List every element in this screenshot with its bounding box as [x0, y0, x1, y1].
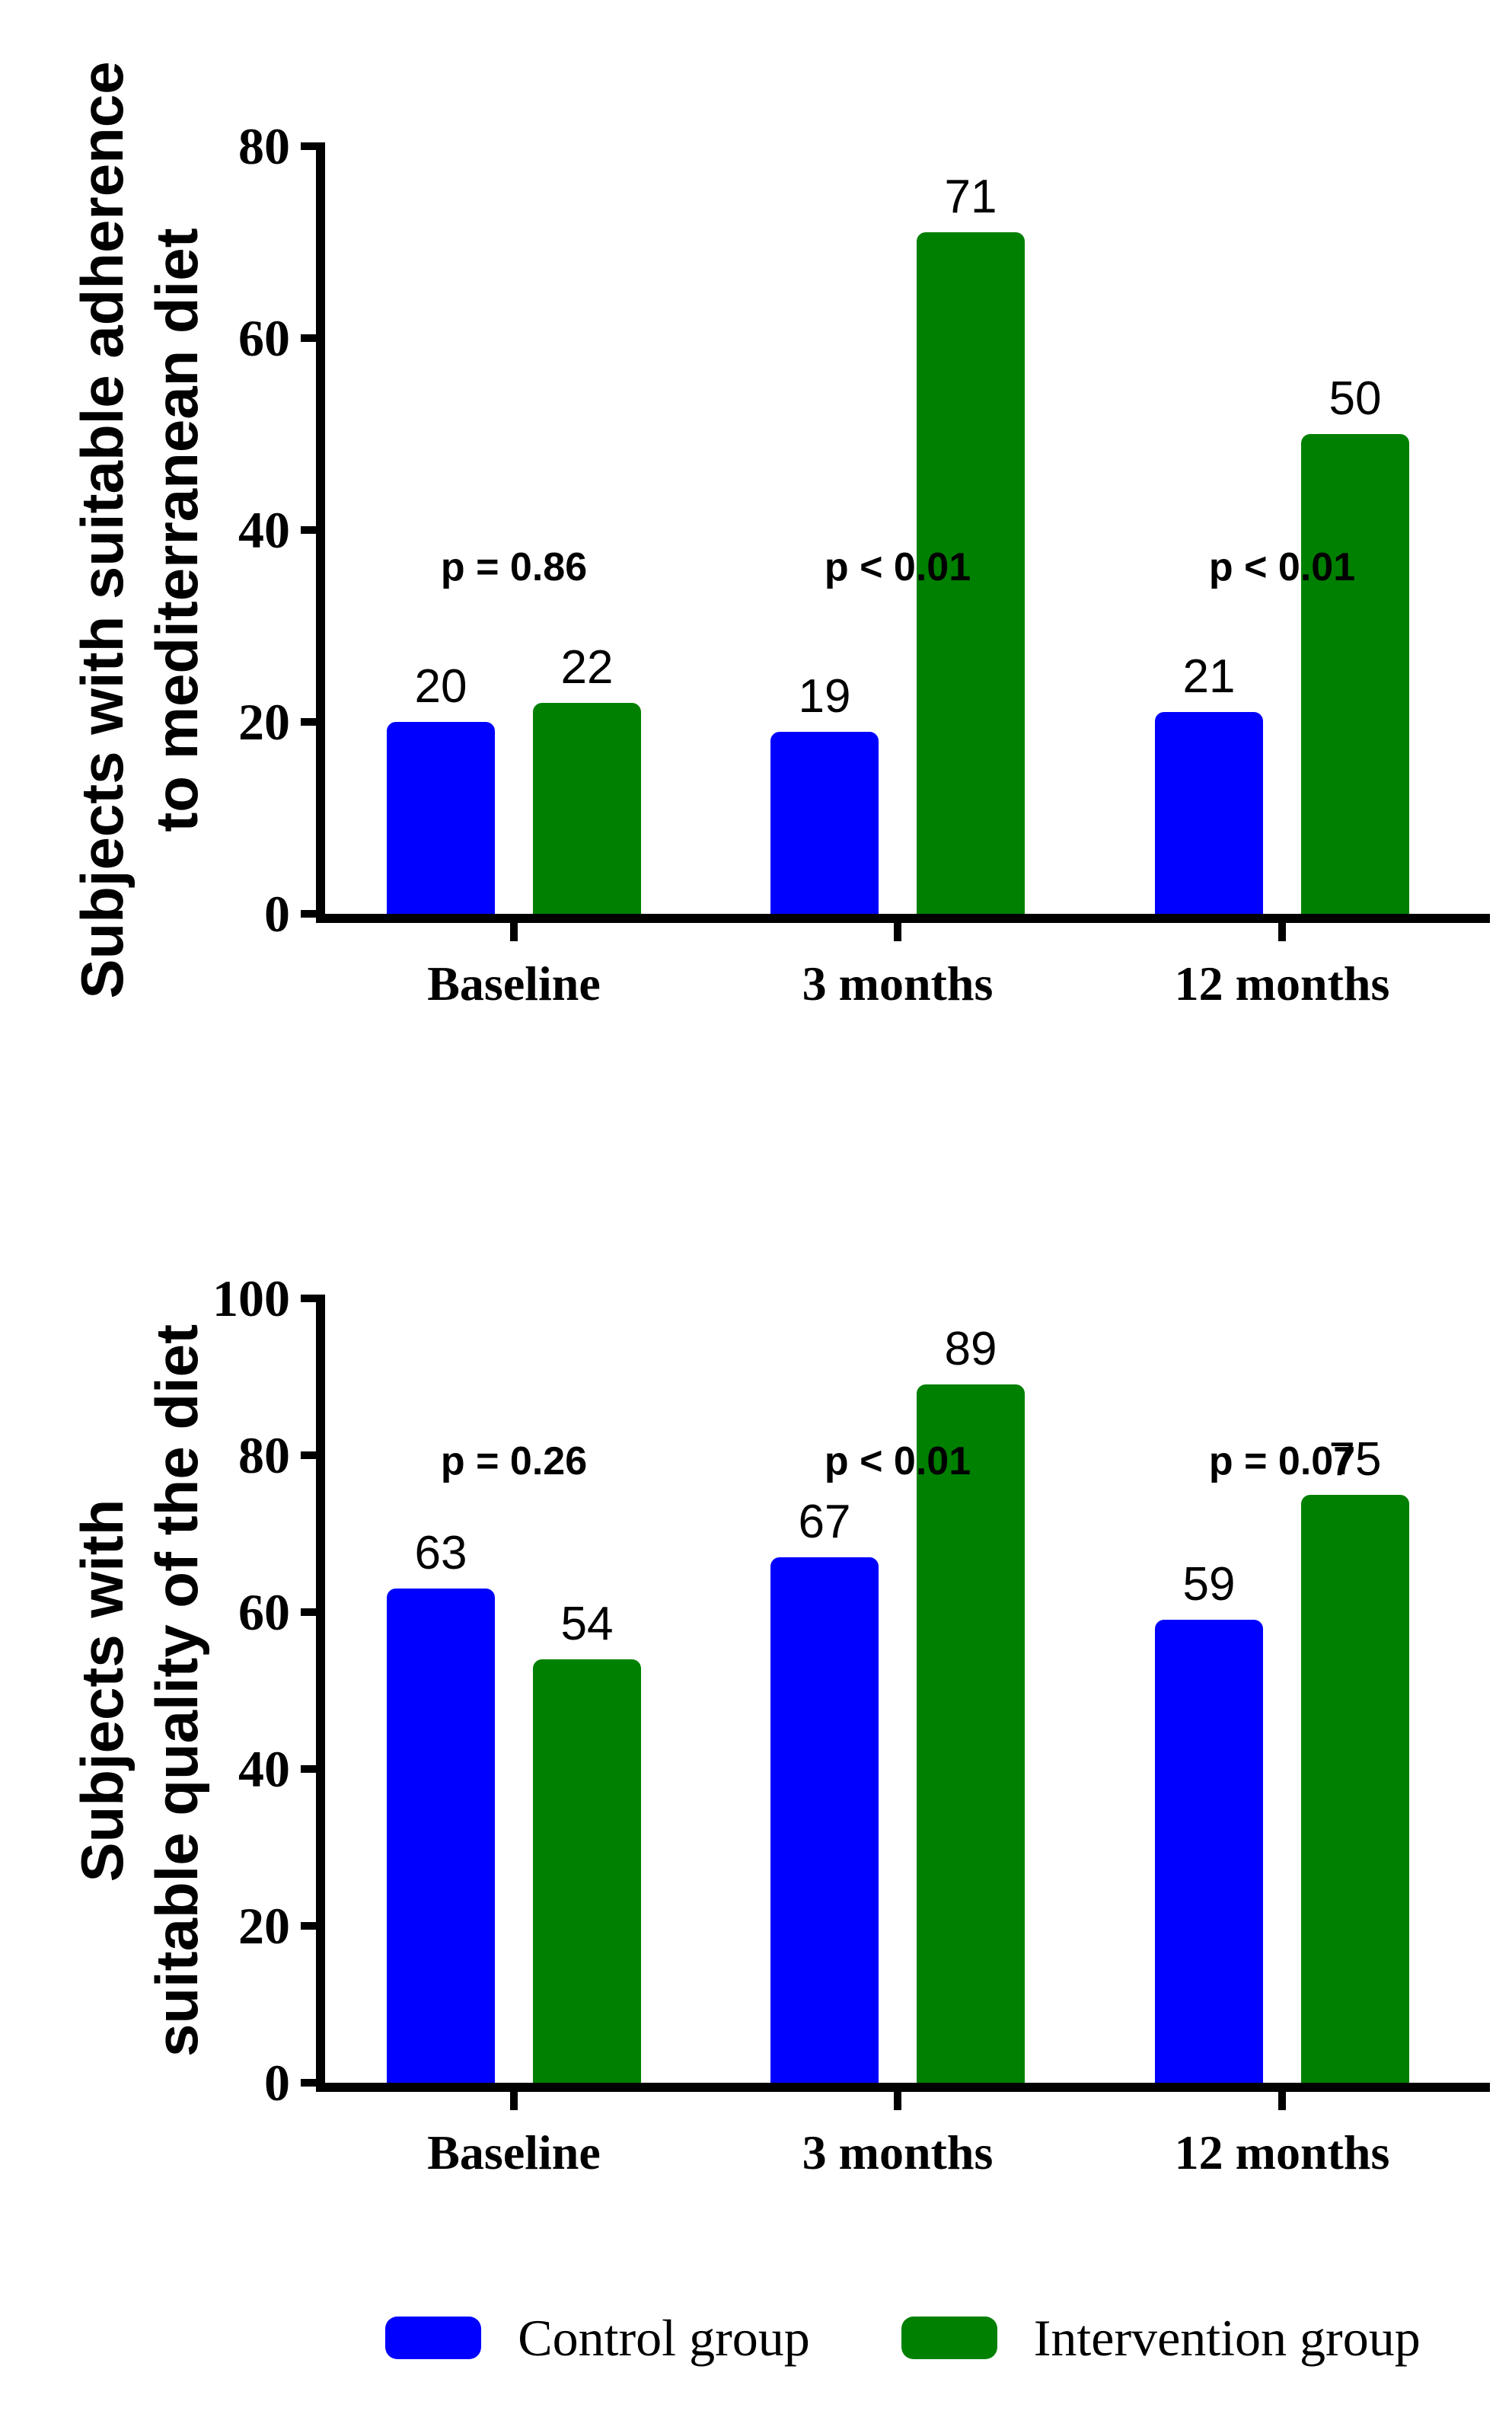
y-axis-tick: [301, 526, 325, 534]
y-axis-tick: [301, 142, 325, 150]
bar-value-label: 75: [1329, 1432, 1382, 1486]
x-axis-category-label: 3 months: [802, 2125, 994, 2179]
p-value-label: p < 0.01: [824, 544, 971, 589]
adherence-y-axis-title: Subjects with suitable adherence to medi…: [65, 0, 217, 1071]
x-axis-tick: [510, 923, 518, 941]
y-axis-tick: [301, 2079, 325, 2087]
y-axis-tick: [301, 1608, 325, 1616]
y-axis-tick: [301, 1765, 325, 1773]
y-axis-tick-label: 80: [238, 1426, 290, 1484]
quality-y-axis-title: Subjects with suitable quality of the di…: [65, 1150, 217, 2231]
intervention-bar: [917, 232, 1025, 914]
p-value-label: p = 0.86: [440, 544, 588, 589]
x-axis-tick: [894, 923, 901, 941]
control-bar: [387, 1589, 495, 2083]
y-axis-title-line2: to mediterranean diet: [143, 228, 210, 832]
y-axis-tick-label: 40: [238, 1740, 290, 1798]
y-axis-tick-label: 0: [264, 885, 290, 943]
y-axis-tick-label: 20: [238, 693, 290, 751]
control-bar: [1155, 1620, 1263, 2083]
y-axis-tick: [301, 1922, 325, 1930]
y-axis-title-line1: Subjects with: [69, 1499, 136, 1882]
legend: Control group Intervention group: [316, 2307, 1490, 2368]
y-axis-title-line1: Subjects with suitable adherence: [69, 61, 136, 999]
intervention-bar: [1301, 1494, 1409, 2083]
bar-value-label: 89: [944, 1323, 997, 1376]
intervention-bar: [917, 1384, 1025, 2083]
bar-value-label: 21: [1182, 650, 1236, 704]
intervention-bar: [533, 702, 641, 914]
x-axis-tick: [1278, 2092, 1286, 2110]
y-axis-tick-label: 100: [212, 1269, 290, 1327]
y-axis-tick-label: 60: [238, 1583, 290, 1641]
control-bar: [770, 731, 879, 914]
y-axis-tick-label: 80: [238, 117, 290, 175]
intervention-bar: [1301, 434, 1409, 914]
bar-value-label: 71: [944, 171, 997, 224]
y-axis-tick: [301, 718, 325, 726]
y-axis-tick-label: 0: [264, 2054, 290, 2112]
legend-item-control: Control group: [385, 2308, 810, 2368]
adherence-plot-area: 0 20 40 60 80 Baseline 20 22 p = 0.86 3 months 19 7…: [238, 120, 1490, 1011]
x-axis-category-label: 12 months: [1174, 2125, 1390, 2179]
p-value-label: p = 0.07: [1208, 1439, 1356, 1484]
x-axis-tick: [510, 2092, 518, 2110]
x-axis-category-label: 12 months: [1174, 956, 1390, 1011]
bar-value-label: 50: [1329, 372, 1382, 425]
x-axis-tick: [1278, 923, 1286, 941]
x-axis-category-label: Baseline: [427, 956, 601, 1011]
x-axis-tick: [894, 2092, 901, 2110]
bar-value-label: 19: [798, 669, 851, 723]
y-axis-tick: [301, 1295, 325, 1302]
y-axis-tick-label: 60: [238, 309, 290, 367]
control-color-swatch: [385, 2317, 482, 2359]
p-value-label: p = 0.26: [440, 1439, 588, 1484]
bar-value-label: 54: [560, 1597, 614, 1650]
y-axis-title-line2: suitable quality of the diet: [143, 1324, 210, 2058]
control-bar: [387, 722, 495, 914]
y-axis-tick-label: 20: [238, 1897, 290, 1955]
intervention-bar: [533, 1659, 641, 2083]
control-bar: [770, 1557, 879, 2083]
p-value-label: p < 0.01: [1208, 544, 1356, 589]
bar-value-label: 59: [1182, 1558, 1236, 1611]
y-axis-tick: [301, 334, 325, 342]
bar-value-label: 20: [414, 660, 467, 713]
y-axis-tick: [301, 910, 325, 918]
bar-value-label: 63: [414, 1527, 467, 1580]
quality-plot-area: 0 20 40 60 80 100 Baseline 63 54 p = 0.26 3 months…: [212, 1272, 1490, 2179]
y-axis-tick: [301, 1451, 325, 1459]
legend-label-intervention: Intervention group: [1033, 2308, 1421, 2367]
x-axis-category-label: 3 months: [802, 956, 994, 1011]
bar-value-label: 22: [560, 640, 614, 694]
x-axis-category-label: Baseline: [427, 2125, 601, 2179]
intervention-color-swatch: [901, 2317, 997, 2359]
legend-item-intervention: Intervention group: [901, 2308, 1421, 2368]
legend-label-control: Control group: [518, 2308, 810, 2367]
p-value-label: p < 0.01: [824, 1439, 971, 1484]
control-bar: [1155, 712, 1263, 914]
bar-value-label: 67: [798, 1495, 851, 1548]
y-axis-tick-label: 40: [238, 501, 290, 559]
